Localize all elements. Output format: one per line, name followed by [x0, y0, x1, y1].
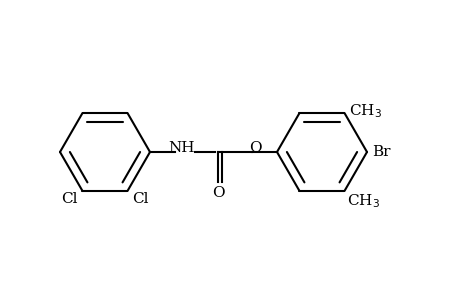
Text: CH$_3$: CH$_3$	[349, 102, 382, 120]
Text: Br: Br	[371, 145, 390, 159]
Text: O: O	[248, 141, 261, 155]
Text: O: O	[211, 186, 224, 200]
Text: CH$_3$: CH$_3$	[347, 192, 380, 210]
Text: Cl: Cl	[61, 192, 77, 206]
Text: Cl: Cl	[132, 192, 149, 206]
Text: NH: NH	[168, 141, 195, 155]
